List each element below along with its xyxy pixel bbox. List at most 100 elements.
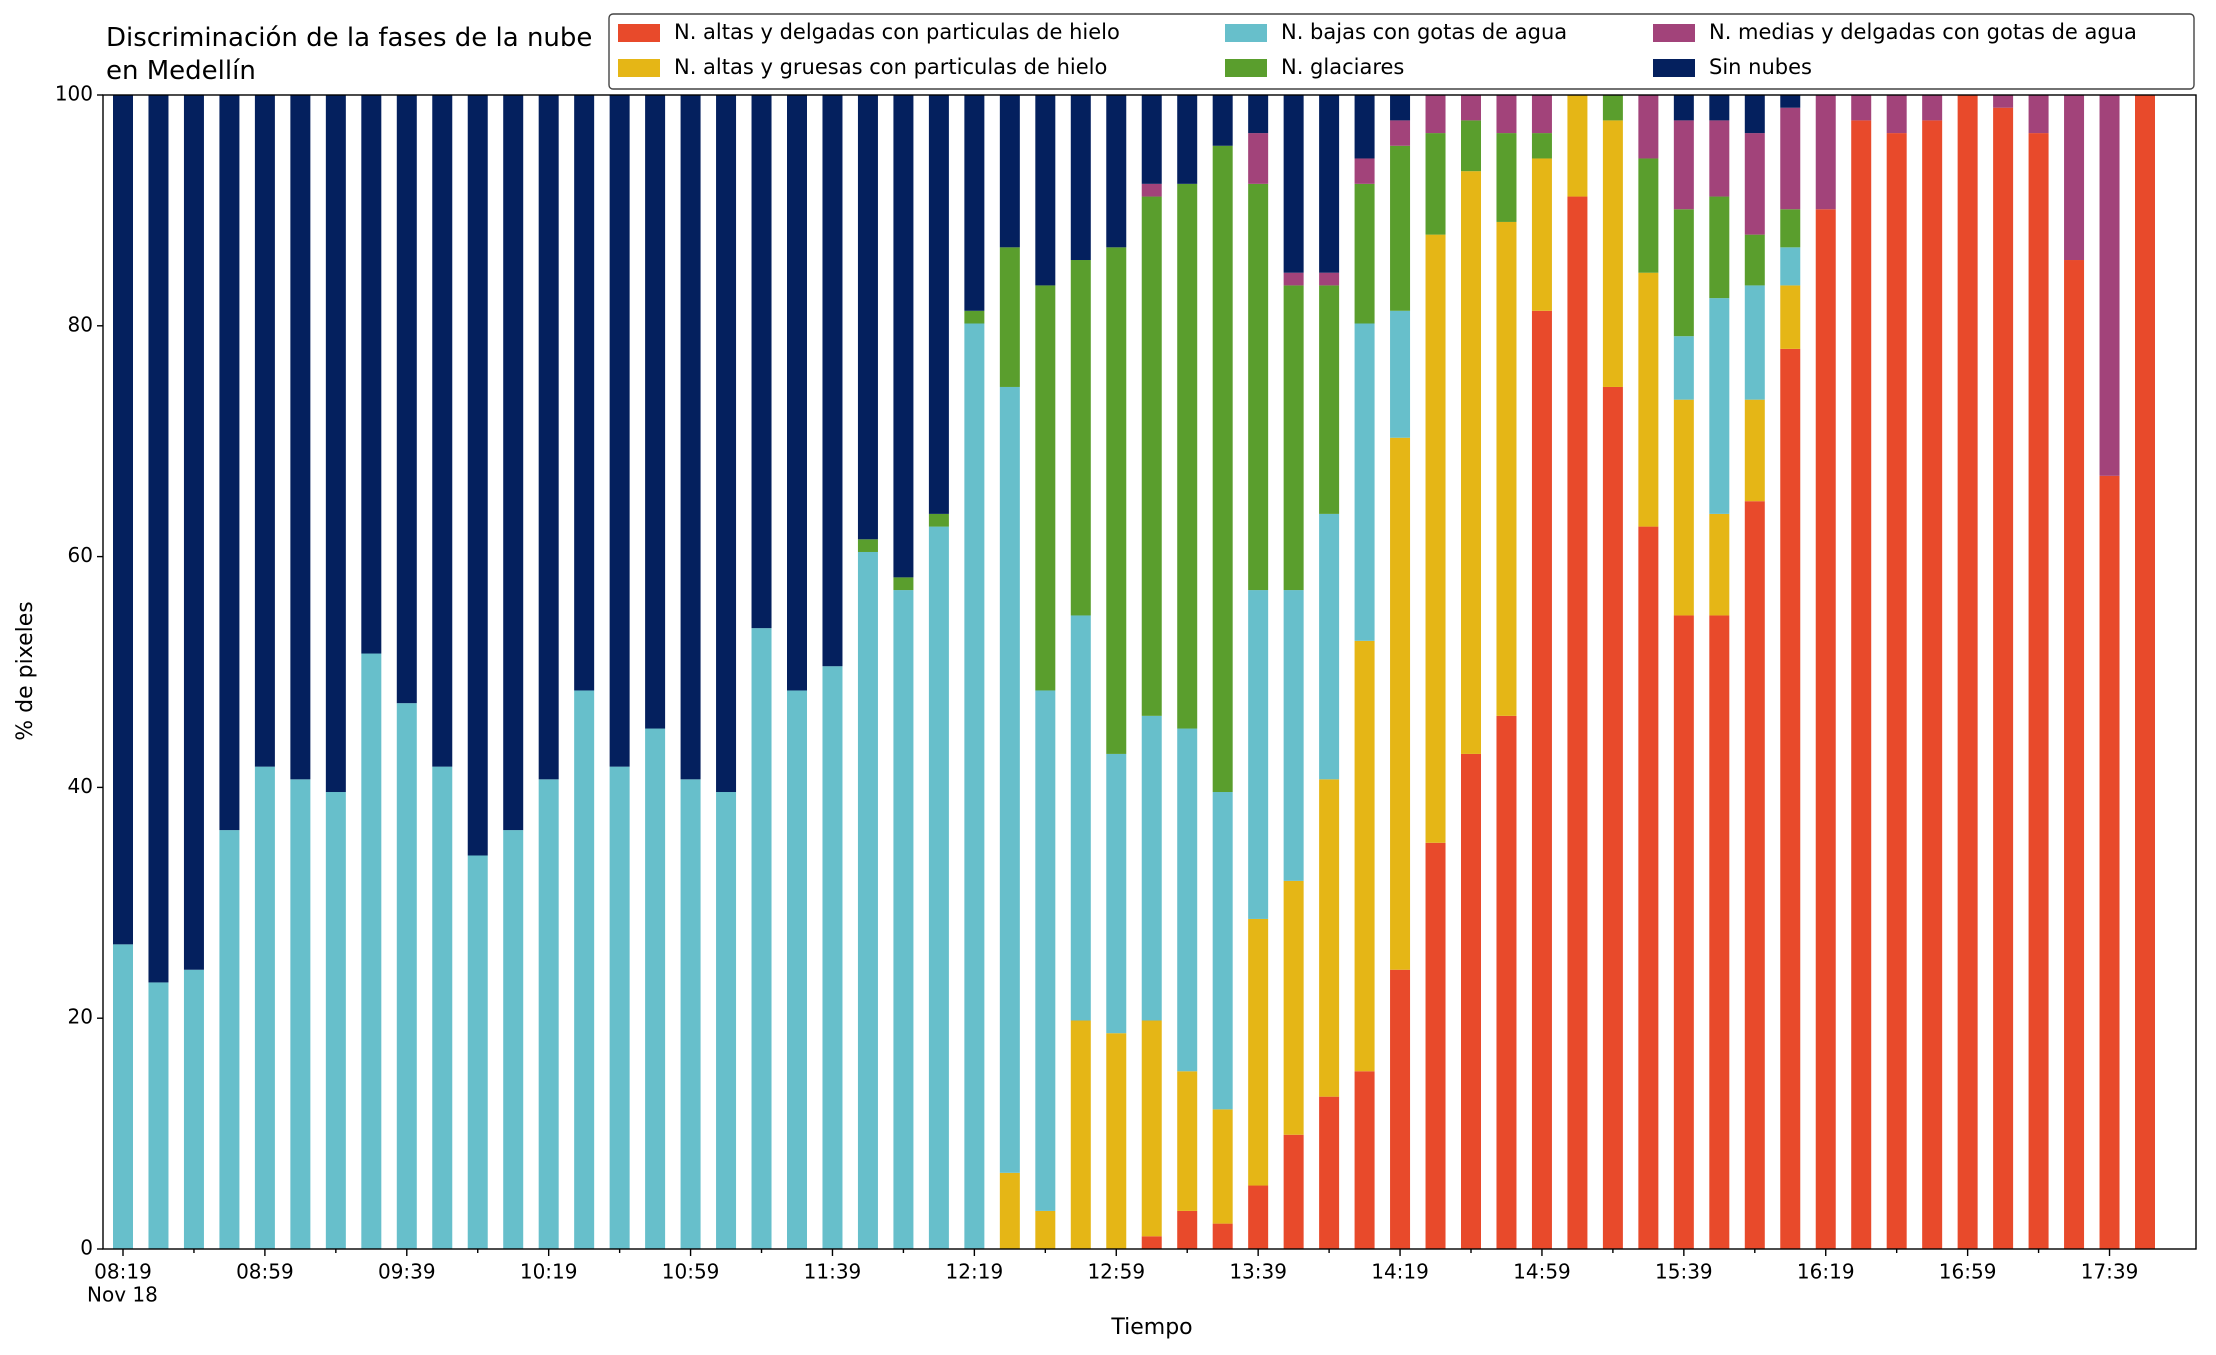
bar-segment [325, 792, 346, 1249]
bar-segment [999, 386, 1020, 1173]
bar-segment [1709, 196, 1730, 299]
bar-segment [1035, 690, 1056, 1211]
y-tick-label: 0 [80, 1236, 93, 1260]
bar-segment [1212, 95, 1233, 146]
bar-segment [1638, 526, 1659, 1249]
bar-segment [1602, 120, 1623, 387]
bar-segment [361, 95, 382, 654]
bar-segment [1141, 95, 1162, 184]
y-tick-label: 100 [55, 82, 93, 106]
bar-segment [609, 95, 630, 767]
bar-segment [1319, 1096, 1340, 1249]
bar-segment [1709, 513, 1730, 616]
bar-segment [857, 539, 878, 552]
bar-segment [1496, 221, 1517, 716]
bar-segment [1673, 336, 1694, 400]
bar-segment [1531, 310, 1552, 1250]
bar-segment [1567, 95, 1588, 197]
legend-label: N. altas y gruesas con particulas de hie… [674, 55, 1107, 79]
bar-segment [1461, 120, 1481, 172]
bar-segment [1709, 615, 1730, 1249]
legend-label: N. glaciares [1281, 55, 1404, 79]
bar-segment [928, 513, 949, 527]
bar-segment [1035, 285, 1056, 691]
bar-segment [645, 95, 666, 729]
bar-segment [1070, 615, 1091, 1021]
bar-segment [787, 690, 807, 1249]
bar-segment [2099, 475, 2120, 1249]
y-tick-label: 60 [68, 543, 93, 567]
legend-label: N. bajas con gotas de agua [1281, 20, 1567, 44]
bar-segment [1638, 272, 1659, 527]
bar-segment [1248, 590, 1269, 919]
bar-segment [1248, 918, 1269, 1186]
bar-segment [361, 653, 382, 1249]
bar-segment [1496, 715, 1517, 1249]
bar-segment [893, 590, 914, 1249]
bar-segment [148, 982, 169, 1249]
legend-label: N. altas y delgadas con particulas de hi… [674, 20, 1120, 44]
x-tick-label: 12:59 [1087, 1260, 1145, 1284]
legend-swatch [1225, 59, 1267, 77]
bar-segment [893, 577, 914, 591]
x-tick-label: 10:59 [662, 1260, 720, 1284]
bar-segment [1851, 95, 1872, 121]
bar-segment [680, 779, 701, 1249]
bar-segment [1780, 247, 1801, 286]
legend-box [608, 13, 2195, 90]
bar-segment [1248, 95, 1269, 134]
legend-swatch [1653, 24, 1695, 42]
bar-segment [1070, 95, 1091, 261]
bar-segment [396, 703, 417, 1249]
bar-segment [1496, 95, 1517, 134]
bar-segment [822, 666, 843, 1249]
bar-segment [1390, 437, 1411, 970]
bar-segment [1567, 196, 1588, 1249]
legend-label: Sin nubes [1709, 55, 1812, 79]
bar-segment [1070, 1020, 1091, 1249]
bar-segment [964, 95, 985, 311]
bar-segment [1496, 133, 1517, 222]
legend-swatch [618, 59, 660, 77]
bar-segment [1141, 1020, 1162, 1237]
bar-segment [2099, 95, 2120, 476]
bar-segment [999, 1172, 1020, 1249]
bar-segment [751, 95, 772, 629]
bar-segment [1212, 1223, 1233, 1249]
chart-title: Discriminación de la fases de la nube en… [106, 23, 593, 86]
bar-segment [290, 779, 311, 1249]
bar-segment [1780, 285, 1801, 349]
bar-segment [928, 95, 949, 514]
bar-segment [1035, 95, 1056, 286]
x-tick-label: 10:19 [520, 1260, 578, 1284]
bar-segment [1319, 779, 1340, 1097]
bar-segment [1390, 969, 1411, 1249]
bar-segment [1425, 133, 1446, 235]
x-tick-label: 16:59 [1939, 1260, 1997, 1284]
bar-segment [1886, 95, 1907, 134]
bar-segment [1461, 95, 1481, 121]
y-axis-label: % de pixeles [13, 601, 38, 740]
y-tick-label: 80 [68, 312, 93, 336]
bar-segment [609, 766, 630, 1249]
x-tick-label: 14:59 [1513, 1260, 1571, 1284]
plot-frame [102, 94, 2197, 1250]
bar-segment [1922, 120, 1943, 1250]
bar-segment [1638, 158, 1659, 273]
bar-segment [680, 95, 701, 780]
bar-segment [432, 766, 453, 1249]
bar-segment [1744, 501, 1765, 1249]
bar-segment [1709, 298, 1730, 514]
bar-segment [1957, 95, 1978, 1249]
bar-segment [1780, 348, 1801, 1249]
bar-segment [1531, 133, 1552, 159]
bar-segment [396, 95, 417, 704]
x-tick-label: 11:39 [804, 1260, 862, 1284]
bar-segment [1993, 95, 2014, 108]
bar-segment [751, 628, 772, 1249]
bar-segment [183, 969, 204, 1249]
bar-segment [1141, 1236, 1162, 1249]
bar-segment [1035, 1210, 1056, 1249]
bar-segment [1673, 615, 1694, 1249]
